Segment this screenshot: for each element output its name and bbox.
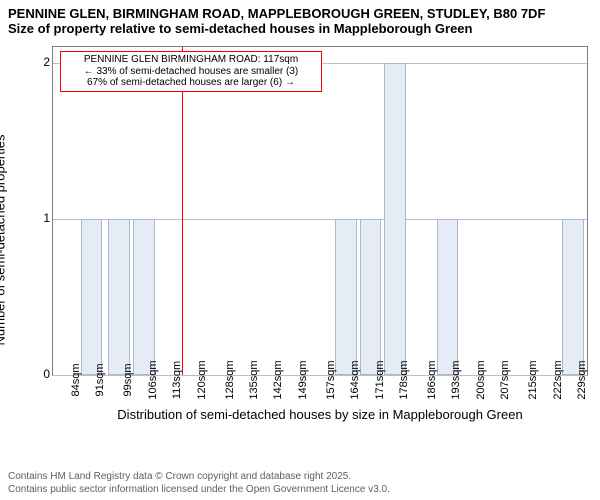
x-axis-label: Distribution of semi-detached houses by … (52, 407, 588, 422)
x-tick-label: 106sqm (147, 360, 159, 399)
chart-container: PENNINE GLEN, BIRMINGHAM ROAD, MAPPLEBOR… (0, 0, 600, 500)
bar (133, 219, 155, 375)
footer-copyright: Contains HM Land Registry data © Crown c… (8, 471, 351, 482)
annotation-line1: PENNINE GLEN BIRMINGHAM ROAD: 117sqm (65, 54, 317, 66)
x-tick-label: 99sqm (122, 363, 134, 396)
bar (437, 219, 459, 375)
x-tick-label: 142sqm (272, 360, 284, 399)
x-tick-label: 222sqm (552, 360, 564, 399)
footer-licence: Contains public sector information licen… (8, 484, 390, 495)
x-tick-label: 128sqm (224, 360, 236, 399)
y-tick-label: 0 (38, 367, 50, 381)
x-tick-label: 171sqm (374, 360, 386, 399)
x-tick-label: 164sqm (349, 360, 361, 399)
y-axis-label: Number of semi-detached properties (0, 135, 8, 346)
bar (335, 219, 357, 375)
x-tick-label: 200sqm (475, 360, 487, 399)
bar (384, 63, 406, 375)
x-tick-label: 135sqm (248, 360, 260, 399)
x-tick-label: 215sqm (527, 360, 539, 399)
x-tick-label: 193sqm (450, 360, 462, 399)
y-tick-label: 1 (38, 211, 50, 225)
x-tick-label: 178sqm (398, 360, 410, 399)
x-tick-label: 186sqm (426, 360, 438, 399)
x-tick-label: 91sqm (94, 363, 106, 396)
bar (360, 219, 382, 375)
bar (108, 219, 130, 375)
x-tick-label: 149sqm (297, 360, 309, 399)
x-tick-label: 229sqm (576, 360, 588, 399)
plot-area: PENNINE GLEN BIRMINGHAM ROAD: 117sqm ← 3… (52, 46, 588, 376)
property-annotation: PENNINE GLEN BIRMINGHAM ROAD: 117sqm ← 3… (60, 51, 322, 92)
y-tick-label: 2 (38, 55, 50, 69)
x-tick-label: 84sqm (70, 363, 82, 396)
x-tick-label: 207sqm (499, 360, 511, 399)
x-tick-label: 157sqm (325, 360, 337, 399)
annotation-line3: 67% of semi-detached houses are larger (… (65, 77, 317, 89)
bar (81, 219, 103, 375)
property-marker-line (182, 47, 183, 375)
chart-title-line2: Size of property relative to semi-detach… (8, 21, 592, 36)
annotation-line2: ← 33% of semi-detached houses are smalle… (65, 66, 317, 78)
x-tick-label: 120sqm (196, 360, 208, 399)
bar (562, 219, 584, 375)
chart-title-line1: PENNINE GLEN, BIRMINGHAM ROAD, MAPPLEBOR… (8, 6, 592, 21)
x-tick-label: 113sqm (171, 361, 183, 399)
chart-wrap: Number of semi-detached properties PENNI… (8, 40, 592, 440)
